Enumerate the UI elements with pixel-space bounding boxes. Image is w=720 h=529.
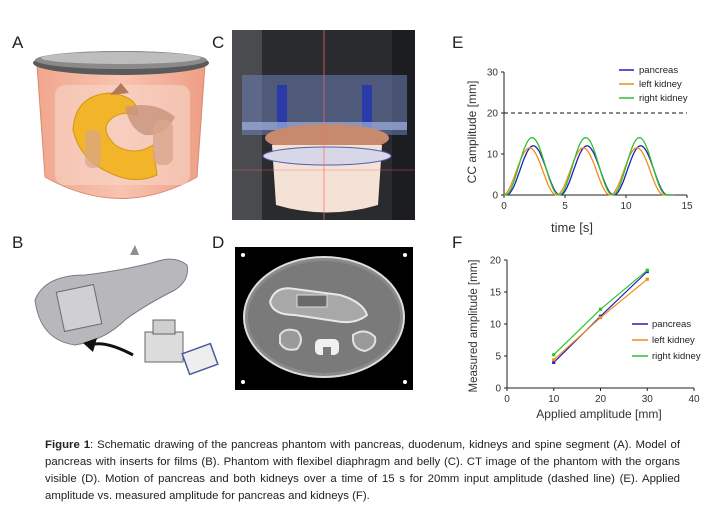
chart-e-ytick-label: 20 [487,109,499,120]
panel-label-d: D [212,233,225,252]
chart-f-point-right-kidney [598,307,603,311]
chart-f-point-left-kidney [598,316,603,320]
chart-e-xtick-label: 15 [681,201,693,212]
legend-left-kidney: left kidney [639,79,682,90]
panel-label-e: E [452,33,464,52]
panel-label-b: B [12,233,24,252]
chart-f-xlabel: Applied amplitude [mm] [536,407,661,421]
chart-e-ytick-label: 0 [492,191,498,202]
chart-f-legend: pancreas left kidney right kidney [632,319,701,362]
chart-f-ytick-label: 20 [490,256,502,267]
panel-label-a: A [12,33,24,52]
chart-e-legend: pancreas left kidney right kidney [619,65,688,104]
chart-f-point-left-kidney [645,277,649,281]
chart-e-ytick-label: 10 [487,150,499,161]
chart-e-series-right-kidney [504,136,675,196]
motion-chart: 0 10 20 30 0 5 10 15 time [s] CC amplitude [mm]… [465,65,693,235]
legend-f-right-kidney: right kidney [652,351,701,362]
chart-e-xtick-label: 5 [562,201,568,212]
legend-f-pancreas: pancreas [652,319,691,330]
chart-f-xtick-label: 20 [595,394,607,405]
chart-f-xtick-label: 0 [504,394,510,405]
chart-e-series-left-kidney [503,147,675,196]
chart-f-series-right-kidney [553,269,648,356]
figure-caption: Figure 1: Schematic drawing of the pancr… [45,437,680,505]
panel-label-f: F [452,233,463,252]
caption-label: Figure 1 [45,439,91,451]
chart-f-point-right-kidney [552,353,556,357]
legend-right-kidney: right kidney [639,93,688,104]
chart-f-ytick-label: 0 [495,384,501,395]
legend-pancreas: pancreas [639,65,678,76]
chart-f-point-left-kidney [552,358,556,362]
chart-e-xlabel: time [s] [551,220,593,235]
chart-f-ytick-label: 5 [495,352,501,363]
panel-label-c: C [212,33,225,52]
amplitude-chart: 0 5 10 15 20 0 10 20 30 40 Applied amplitude [mm]… [468,256,701,422]
phantom-schematic-image [33,51,209,199]
phantom-photo-image [232,30,415,220]
chart-f-xtick-label: 30 [642,394,654,405]
chart-f-ylabel: Measured amplitude [mm] [468,260,480,393]
chart-e-xtick-label: 0 [501,201,507,212]
pancreas-model-image [34,245,219,376]
chart-f-ytick-label: 10 [490,320,502,331]
chart-f-xtick-label: 10 [548,394,560,405]
chart-f-point-right-kidney [645,268,649,272]
chart-f-xtick-label: 40 [688,394,700,405]
chart-e-ytick-label: 30 [487,68,499,79]
chart-f-series-left-kidney [553,278,648,361]
legend-f-left-kidney: left kidney [652,335,695,346]
chart-e-ylabel: CC amplitude [mm] [465,81,479,184]
ct-image [235,247,413,390]
chart-f-point-pancreas [552,360,556,364]
caption-text: : Schematic drawing of the pancreas phan… [45,439,680,502]
chart-f-ytick-label: 15 [490,288,502,299]
chart-e-xtick-label: 10 [620,201,632,212]
chart-e-series-pancreas [504,145,675,196]
